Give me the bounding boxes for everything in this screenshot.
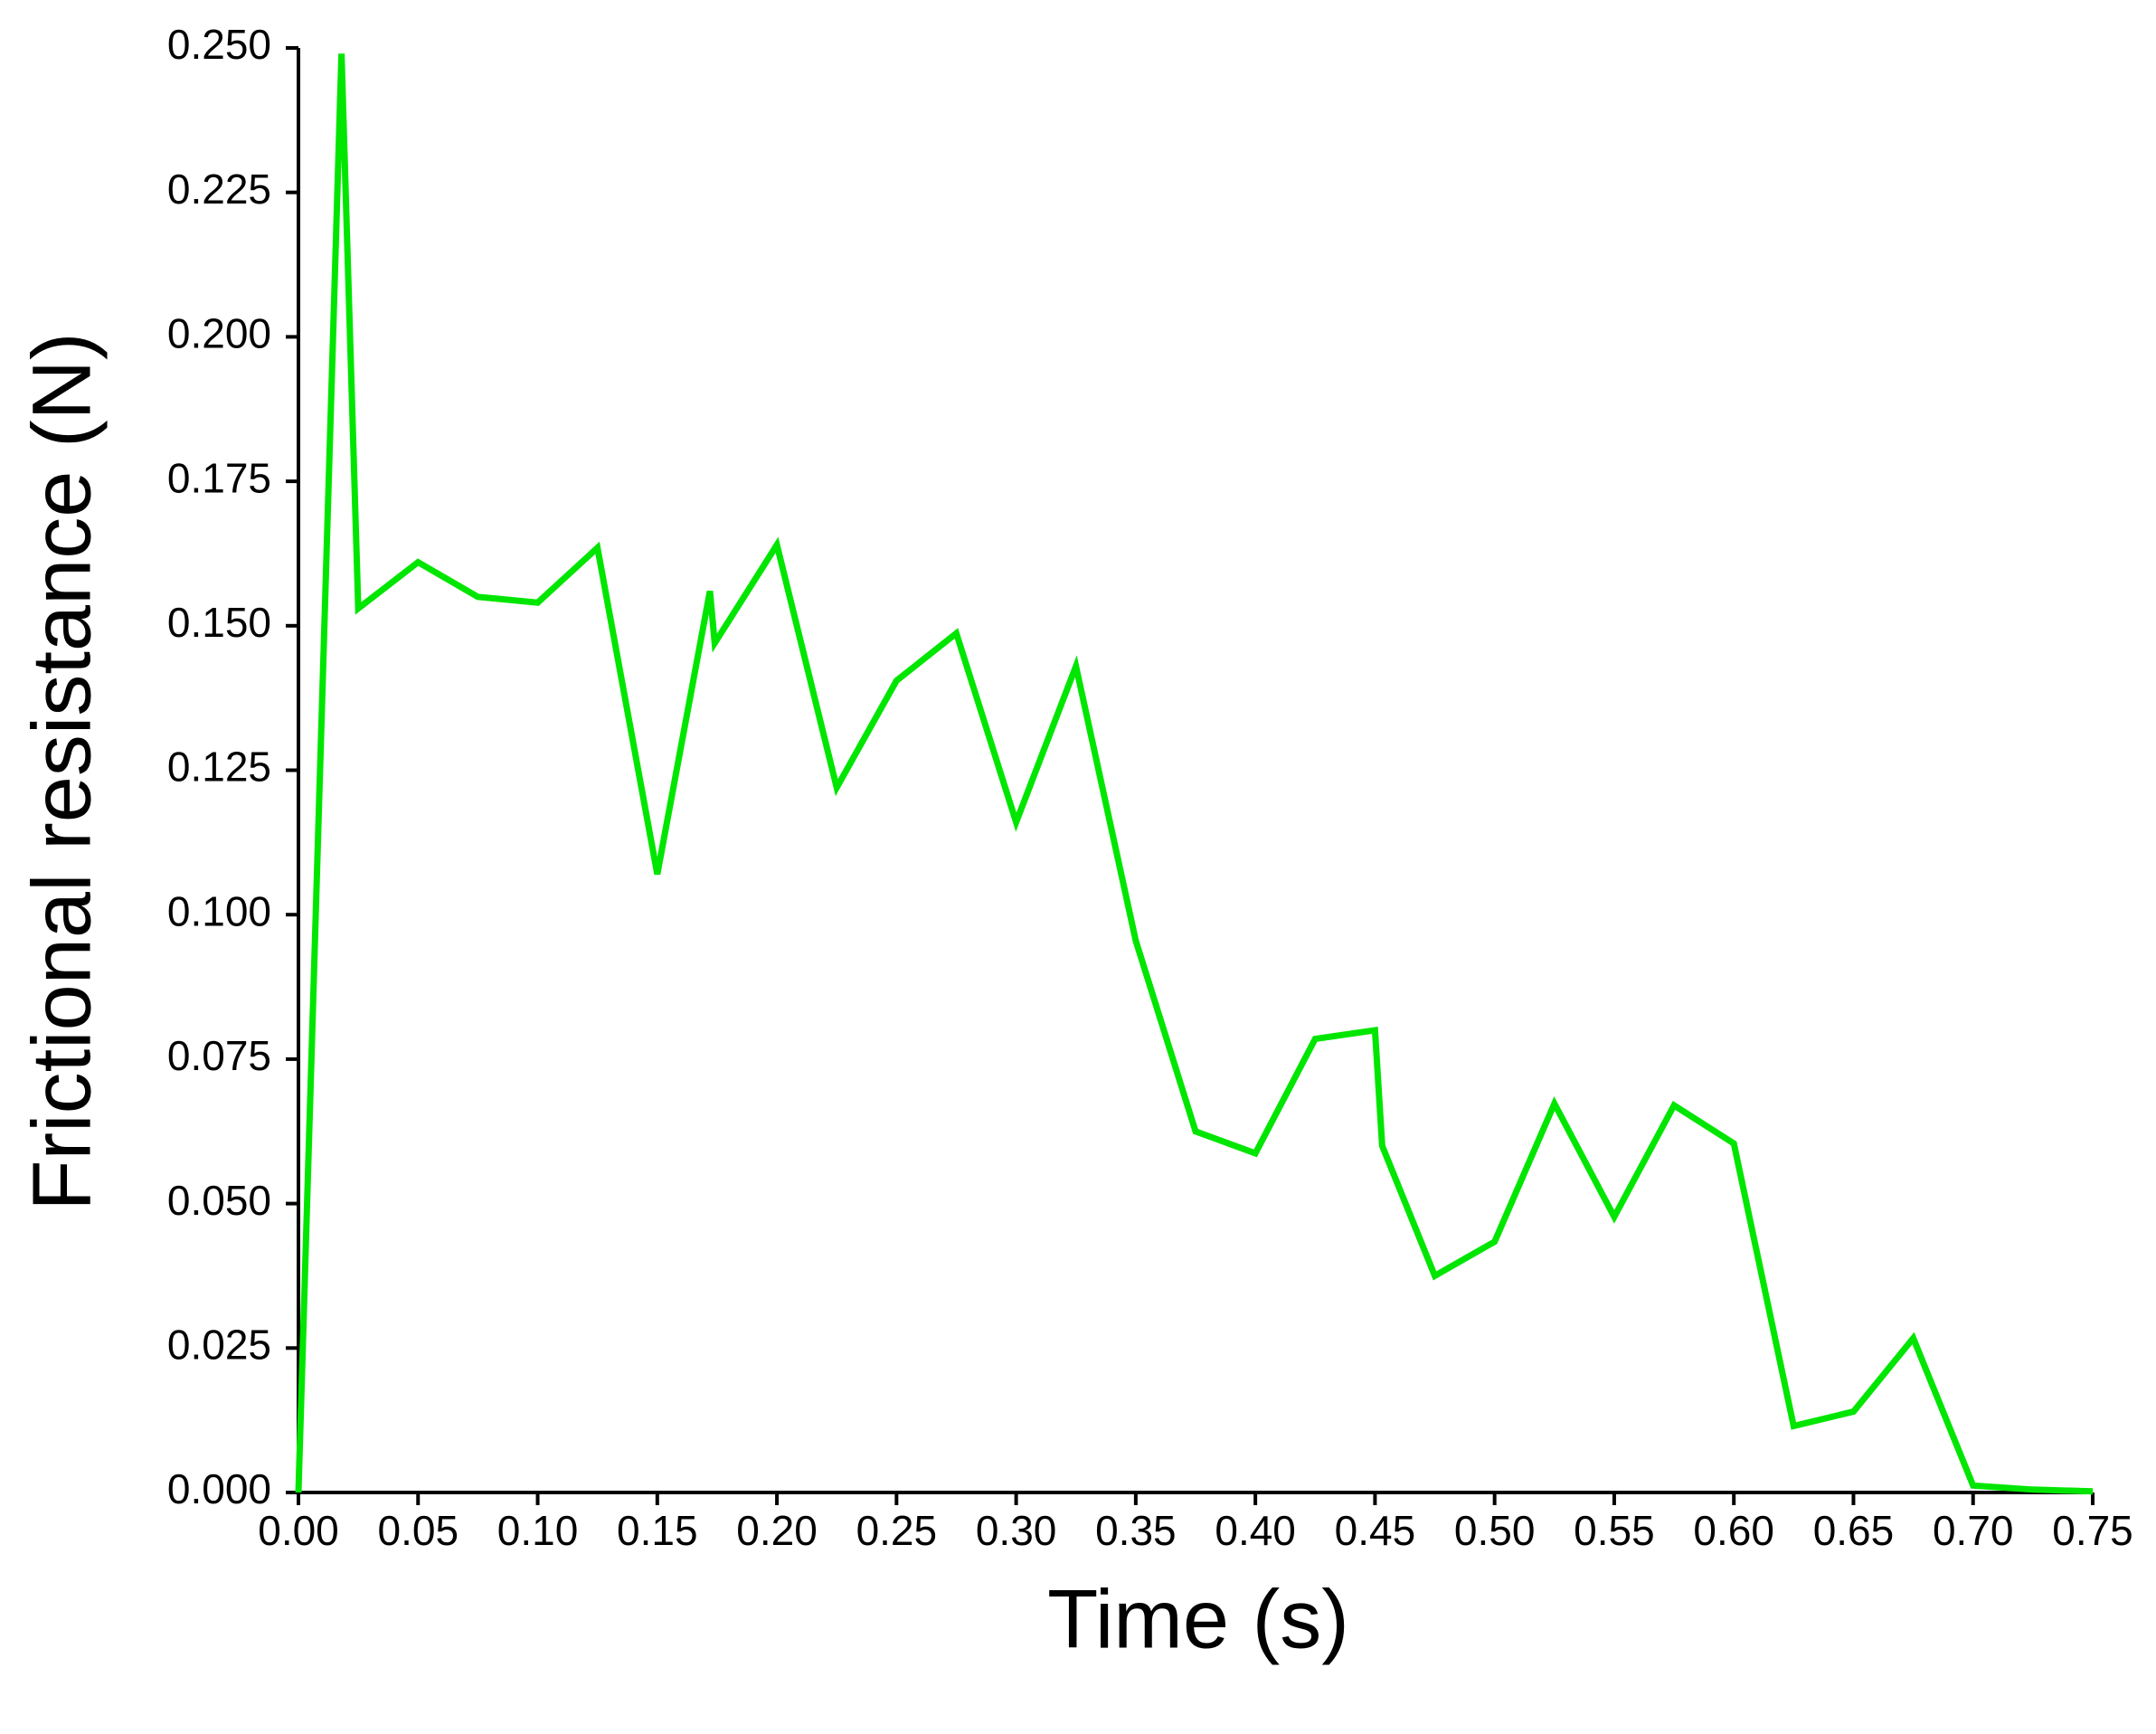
y-tick-label: 0.025 xyxy=(167,1321,271,1368)
x-tick-label: 0.40 xyxy=(1215,1507,1296,1554)
y-tick-label: 0.125 xyxy=(167,744,271,791)
y-tick-label: 0.050 xyxy=(167,1177,271,1224)
x-tick-label: 0.30 xyxy=(976,1507,1057,1554)
y-tick-label: 0.000 xyxy=(167,1465,271,1512)
x-tick-label: 0.00 xyxy=(258,1507,339,1554)
x-tick-label: 0.35 xyxy=(1095,1507,1177,1554)
y-tick-label: 0.075 xyxy=(167,1032,271,1079)
x-tick-label: 0.05 xyxy=(378,1507,459,1554)
x-tick-label: 0.75 xyxy=(2052,1507,2133,1554)
x-axis-title: Time (s) xyxy=(1047,1573,1349,1665)
x-tick-label: 0.65 xyxy=(1813,1507,1895,1554)
x-tick-label: 0.50 xyxy=(1454,1507,1536,1554)
x-tick-label: 0.55 xyxy=(1574,1507,1655,1554)
x-tick-label: 0.10 xyxy=(497,1507,579,1554)
x-tick-label: 0.70 xyxy=(1933,1507,2014,1554)
x-tick-label: 0.15 xyxy=(617,1507,698,1554)
y-tick-label: 0.175 xyxy=(167,454,271,501)
x-tick-label: 0.45 xyxy=(1335,1507,1416,1554)
data-line xyxy=(295,53,2094,1495)
y-tick-label: 0.250 xyxy=(167,21,271,68)
x-tick-label: 0.60 xyxy=(1693,1507,1774,1554)
y-axis-title: Frictional resistance (N) xyxy=(15,332,108,1210)
y-tick-label: 0.150 xyxy=(167,599,271,646)
x-tick-label: 0.20 xyxy=(736,1507,818,1554)
y-tick-label: 0.100 xyxy=(167,887,271,934)
x-tick-label: 0.25 xyxy=(856,1507,938,1554)
y-tick-label: 0.200 xyxy=(167,310,271,357)
y-tick-label: 0.225 xyxy=(167,166,271,213)
